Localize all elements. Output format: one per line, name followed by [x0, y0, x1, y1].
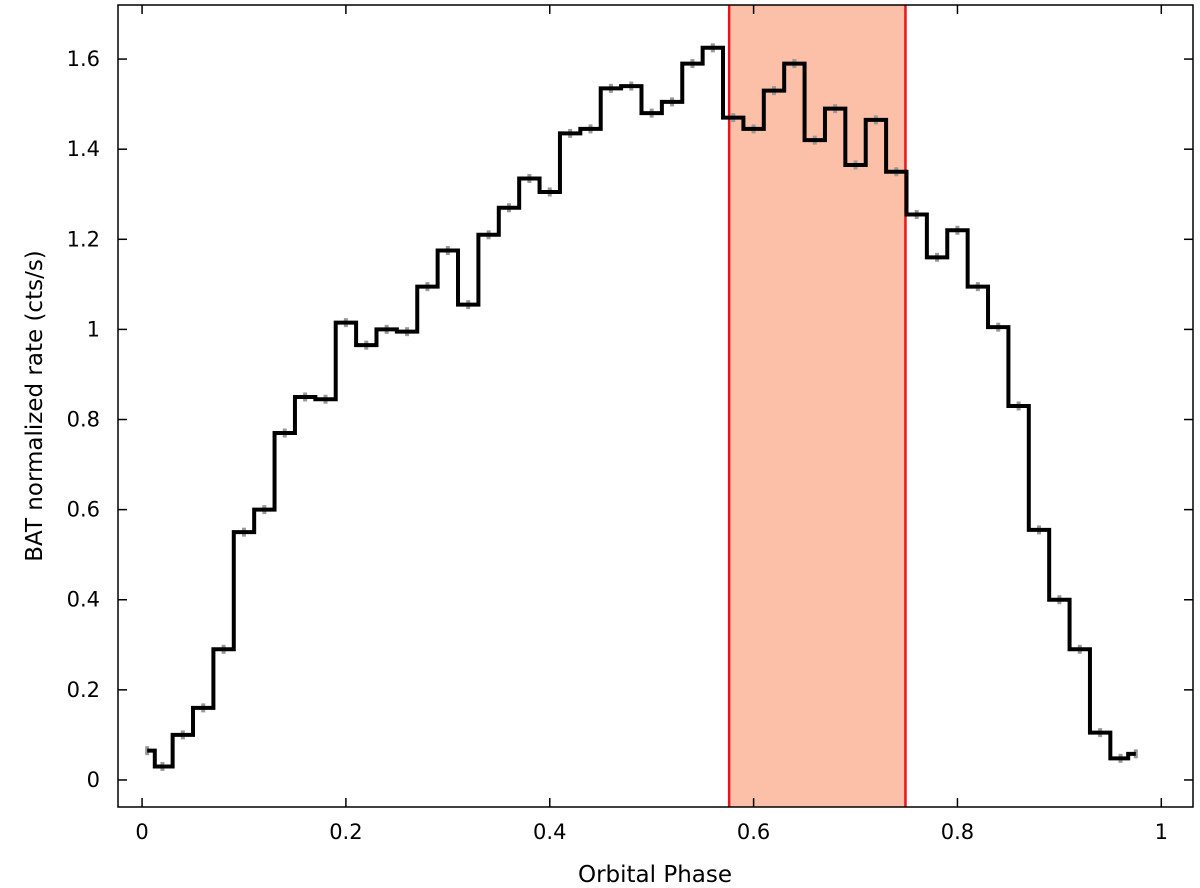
axes: 0 0.2 0.4 0.6 0.8 1 0 0.2 0.4 0.6 0.8 1 1.2 1.4 1.6	[67, 4, 1194, 844]
y-tick-label: 0	[87, 768, 100, 792]
x-tick-label: 1	[1155, 820, 1168, 844]
y-tick-label: 0.2	[67, 678, 100, 702]
series-line	[147, 45, 1136, 769]
x-tick-label: 0.8	[941, 820, 974, 844]
y-tick-label: 0.6	[67, 498, 100, 522]
x-tick-label: 0	[135, 820, 148, 844]
y-tick-label: 1.4	[67, 137, 100, 161]
y-axis-label: BAT normalized rate (cts/s)	[22, 250, 48, 562]
x-tick-label: 0.2	[329, 820, 362, 844]
x-axis-label: Orbital Phase	[578, 862, 732, 888]
y-tick-label: 1.6	[67, 47, 100, 71]
y-tick-label: 0.4	[67, 588, 100, 612]
plot-frame	[117, 4, 1194, 808]
y-tick-label: 1	[87, 317, 100, 341]
y-tick-label: 0.8	[67, 408, 100, 432]
x-tick-label: 0.6	[737, 820, 770, 844]
plot-area	[145, 5, 1138, 807]
x-tick-label: 0.4	[533, 820, 566, 844]
y-tick-label: 1.2	[67, 227, 100, 251]
